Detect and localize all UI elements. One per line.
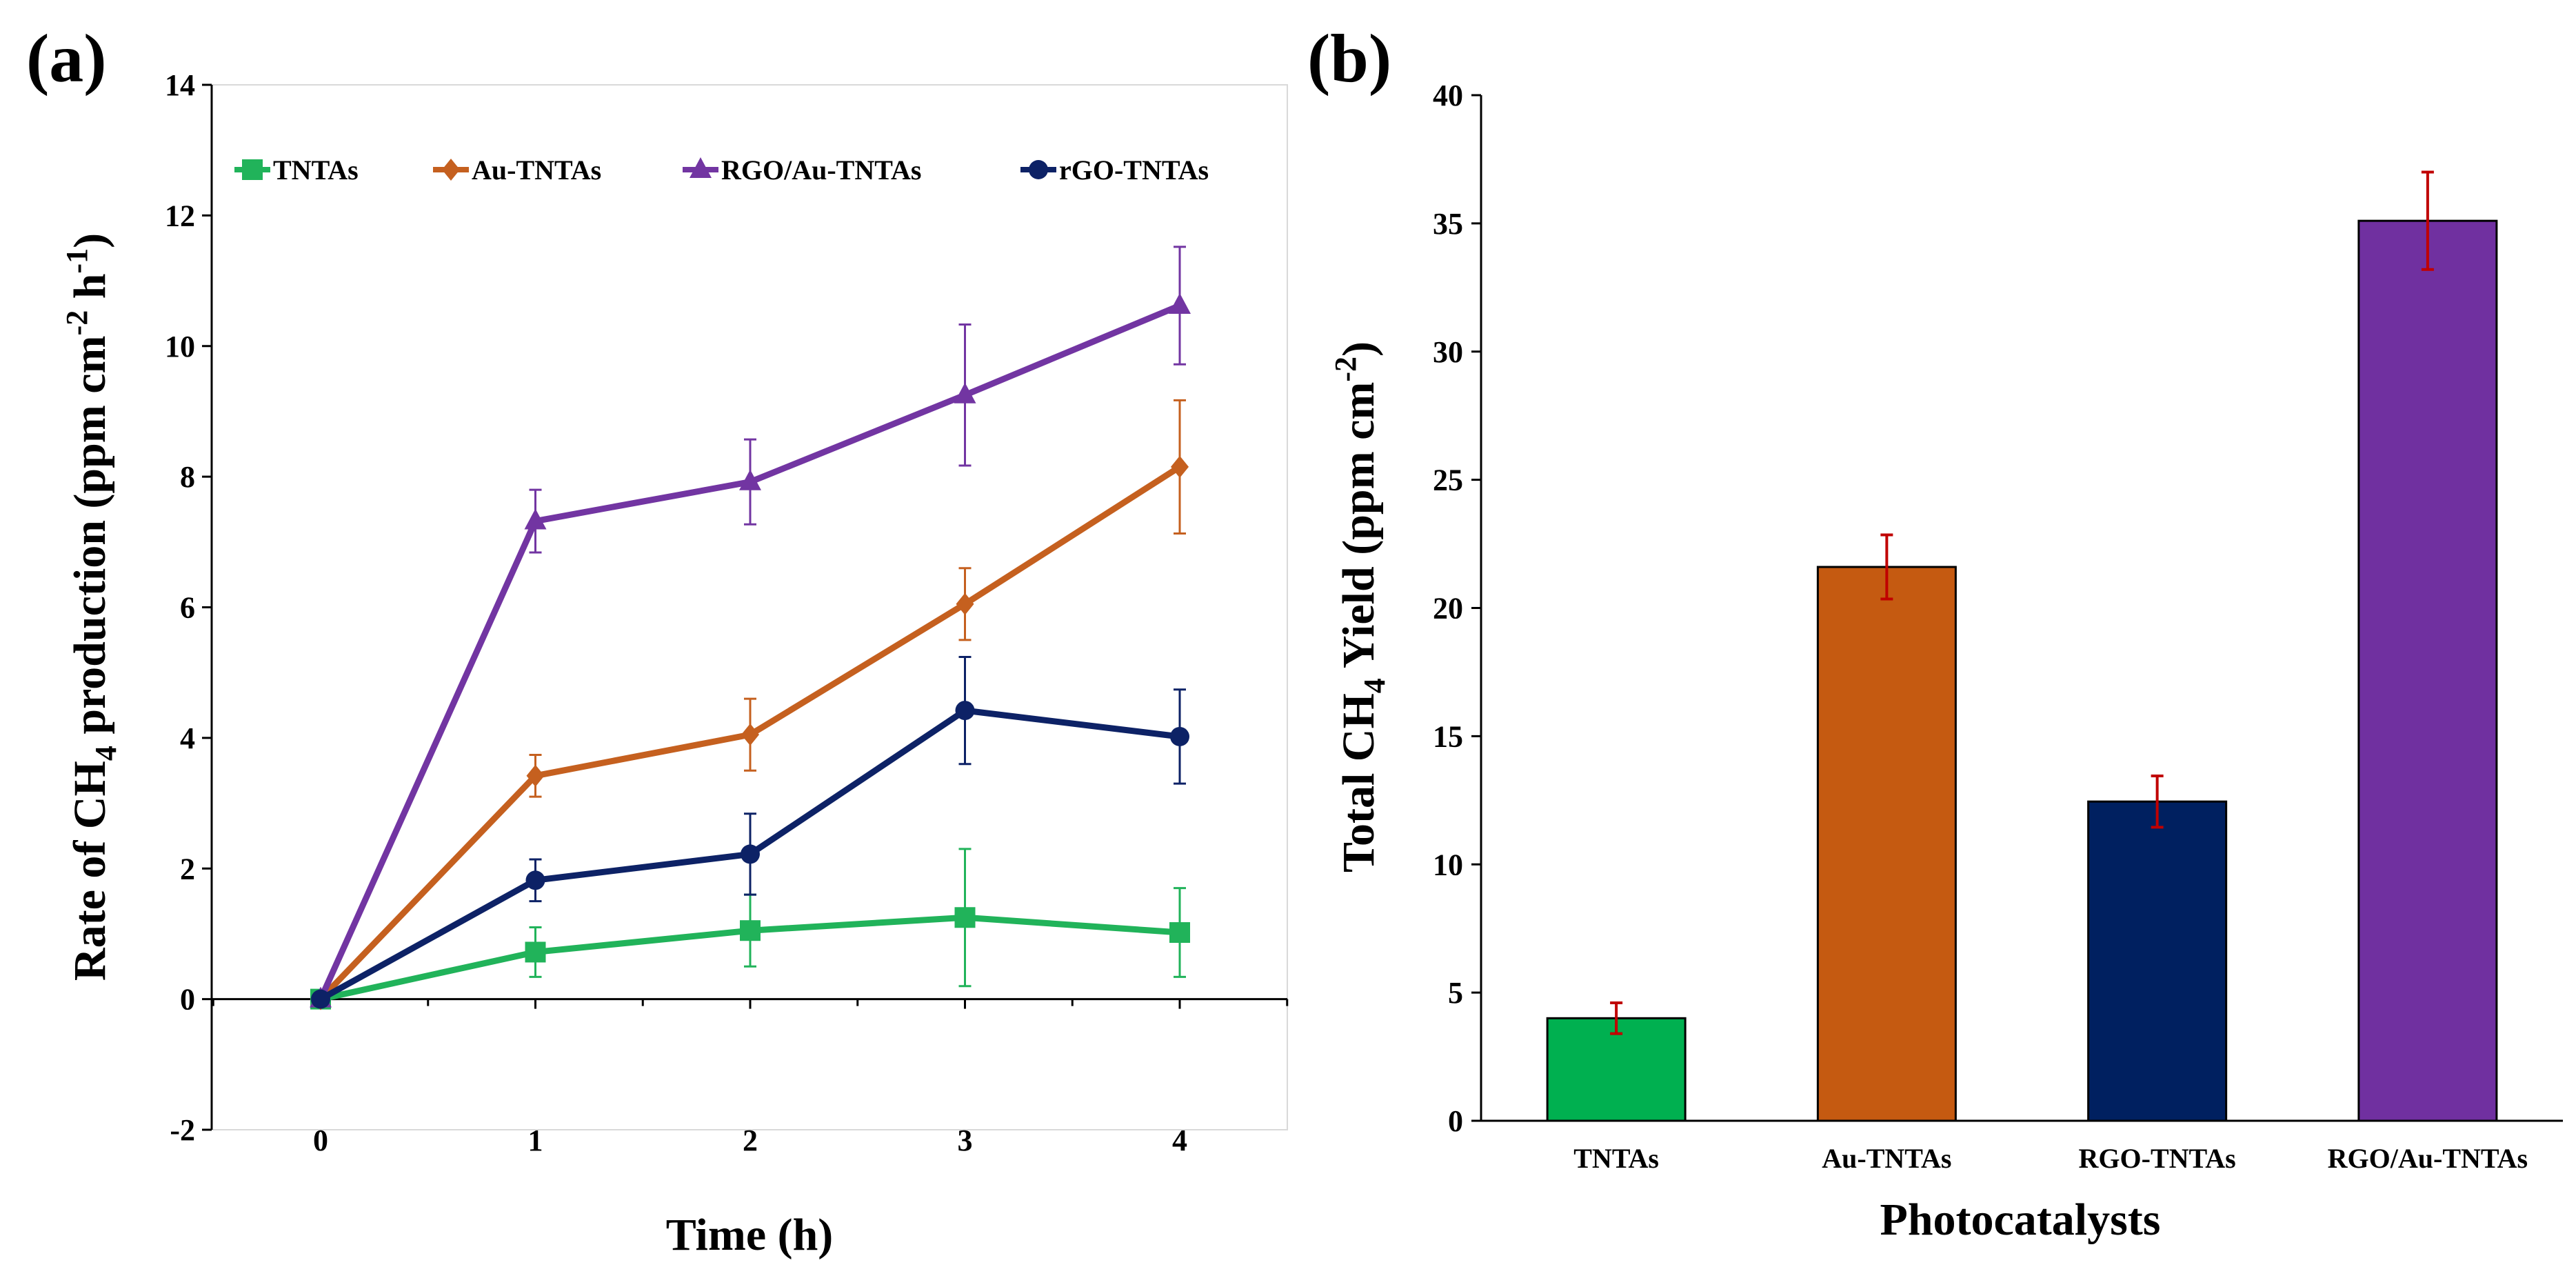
y-axis-ticks: 0 5 10 15 20 25 30 35 40 (1433, 79, 1481, 1138)
bar-group-au-tntas (1816, 533, 1957, 1122)
y-tick-label: 15 (1433, 719, 1463, 753)
data-point (525, 941, 546, 963)
y-tick-label: 0 (1448, 1104, 1463, 1138)
category-label: RGO-TNTAs (2079, 1143, 2236, 1174)
bar (1546, 1017, 1687, 1122)
x-tick-label: 2 (743, 1124, 758, 1157)
legend-label: TNTAs (273, 154, 359, 186)
panel-b-bar-chart: (b) 0 5 10 15 20 25 30 35 40 TNTAs Au-TNTAs RGO-TN… (1307, 20, 2563, 1245)
y-tick-label: 12 (165, 199, 195, 232)
bar (2357, 219, 2498, 1122)
y-tick-label: 25 (1433, 463, 1463, 497)
y-axis-title: Rate of CH4 production (ppm cm-2 h-1) (60, 233, 123, 981)
legend-item-au-tntas: Au-TNTAs (433, 154, 601, 186)
data-point (1171, 455, 1189, 478)
category-label: TNTAs (1573, 1143, 1659, 1174)
y-tick-label: 4 (180, 721, 195, 755)
data-point (955, 701, 975, 721)
series-group (310, 246, 1191, 1010)
y-title-part: h (65, 274, 115, 310)
bar (2087, 800, 2228, 1122)
legend: TNTAs Au-TNTAs RGO/Au-TNTAs rGO-TNTAs (234, 154, 1209, 186)
x-axis-title: Photocatalysts (1880, 1195, 2161, 1245)
y-title-part: Rate of CH (65, 761, 115, 981)
y-tick-label: 10 (1433, 848, 1463, 881)
y-title-part: 4 (89, 746, 123, 761)
data-point (740, 920, 761, 941)
data-point (954, 382, 976, 403)
data-point (525, 870, 545, 890)
legend-item-tntas: TNTAs (234, 154, 359, 186)
y-tick-label: 40 (1433, 79, 1463, 112)
y-tick-label: 0 (180, 983, 195, 1017)
y-axis-ticks: -2 0 2 4 6 8 10 12 14 (165, 68, 212, 1147)
y-title-part: ) (65, 233, 115, 248)
y-tick-label: -2 (170, 1113, 195, 1147)
x-tick-label: 4 (1172, 1124, 1187, 1157)
category-label: RGO/Au-TNTAs (2328, 1143, 2528, 1174)
category-labels: TNTAs Au-TNTAs RGO-TNTAs RGO/Au-TNTAs (1573, 1143, 2528, 1174)
x-axis-ticks: 0 1 2 3 4 (212, 999, 1289, 1157)
bars-group (1546, 170, 2498, 1122)
category-label: Au-TNTAs (1822, 1143, 1951, 1174)
y-tick-label: 6 (180, 591, 195, 625)
legend-swatch-marker (690, 157, 712, 178)
y-title-part: 4 (1358, 678, 1391, 693)
legend-label: rGO-TNTAs (1059, 154, 1209, 186)
y-tick-label: 2 (180, 852, 195, 886)
y-title-part: Yield (ppm cm (1334, 382, 1384, 679)
y-title-part: -1 (60, 248, 94, 274)
y-tick-label: 5 (1448, 976, 1463, 1010)
data-point (526, 764, 545, 787)
legend-swatch-marker (442, 159, 460, 181)
bar-group-tntas (1546, 1001, 1687, 1122)
y-tick-label: 35 (1433, 207, 1463, 241)
series-tntas (310, 848, 1190, 1010)
bar-group-rgo-tntas (2087, 774, 2228, 1122)
x-axis-title: Time (h) (666, 1210, 834, 1260)
legend-item-rgo-au-tntas: RGO/Au-TNTAs (683, 154, 921, 186)
data-point (739, 469, 761, 490)
legend-swatch-marker (1029, 160, 1048, 179)
data-point (954, 907, 976, 928)
data-point (741, 844, 760, 864)
x-tick-label: 3 (958, 1124, 973, 1157)
y-title-part: -2 (1329, 357, 1362, 382)
y-title-part: -2 (60, 310, 94, 336)
data-point (1170, 726, 1189, 746)
x-tick-label: 1 (528, 1124, 543, 1157)
y-title-part: production (ppm cm (65, 335, 115, 746)
legend-item-rgo-tntas: rGO-TNTAs (1020, 154, 1209, 186)
series-rgo-au-tntas (310, 246, 1191, 1008)
y-title-part: Total CH (1334, 693, 1384, 872)
data-point (741, 724, 759, 746)
x-tick-label: 0 (313, 1124, 328, 1157)
panel-b-label: (b) (1307, 20, 1391, 97)
y-tick-label: 20 (1433, 592, 1463, 626)
data-point (1169, 922, 1190, 944)
y-tick-label: 14 (165, 68, 195, 102)
y-axis-title: Total CH4 Yield (ppm cm-2) (1329, 341, 1391, 872)
bar-group-rgo-au-tntas (2357, 170, 2498, 1122)
legend-label: RGO/Au-TNTAs (721, 154, 921, 186)
panel-a-label: (a) (26, 20, 107, 97)
bar (1816, 566, 1957, 1122)
y-title-part: ) (1334, 341, 1384, 357)
y-tick-label: 8 (180, 460, 195, 494)
y-tick-label: 30 (1433, 335, 1463, 369)
data-point (956, 592, 974, 615)
data-point (311, 989, 330, 1009)
legend-swatch-marker (242, 159, 263, 180)
legend-label: Au-TNTAs (472, 154, 601, 186)
data-point (1169, 293, 1191, 315)
series-rgo-tntas (311, 655, 1189, 1009)
data-point (524, 508, 547, 530)
y-tick-label: 10 (165, 330, 195, 363)
